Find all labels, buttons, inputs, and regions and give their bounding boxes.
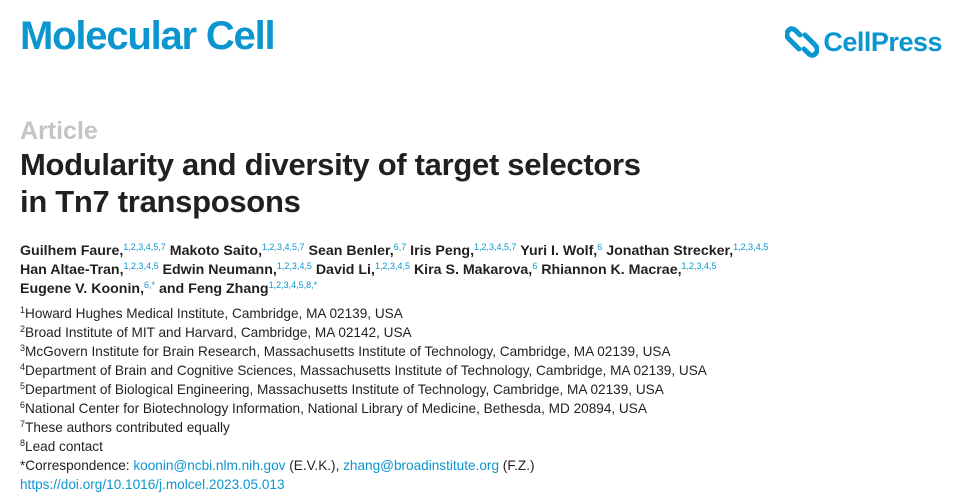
author-affil[interactable]: 1,2,3,4,5,8,*: [268, 280, 318, 290]
article-title: Modularity and diversity of target selec…: [20, 146, 920, 220]
author-name: Makoto Saito,: [169, 243, 263, 259]
author-name: Guilhem Faure,: [20, 243, 124, 259]
author-affil[interactable]: 1,2,3,4,5: [681, 261, 717, 271]
affiliation-item: 7These authors contributed equally: [20, 419, 230, 436]
author-list: Guilhem Faure,1,2,3,4,5,7 Makoto Saito,1…: [20, 242, 950, 299]
author: Iris Peng,1,2,3,4,5,7: [410, 242, 517, 260]
email-link-koonin[interactable]: koonin@ncbi.nlm.nih.gov: [133, 458, 286, 473]
author-name: David Li,: [315, 262, 375, 278]
author-name: Yuri I. Wolf,: [520, 243, 598, 259]
author-name: Jonathan Strecker,: [606, 243, 734, 259]
affiliations: 1Howard Hughes Medical Institute, Cambri…: [20, 304, 950, 494]
author-affil[interactable]: 6,*: [144, 280, 156, 290]
author: and Feng Zhang1,2,3,4,5,8,*: [159, 280, 318, 298]
author: Han Altae-Tran,1,2,3,4,5: [20, 261, 159, 279]
author: Sean Benler,6,7: [308, 242, 407, 260]
affiliation-item: 5Department of Biological Engineering, M…: [20, 381, 664, 398]
affiliation-item: 2Broad Institute of MIT and Harvard, Cam…: [20, 324, 412, 341]
author-affil[interactable]: 6,7: [393, 242, 407, 252]
correspondence-initials: (E.V.K.),: [285, 458, 344, 473]
author-affil[interactable]: 6: [532, 261, 538, 271]
author-name: and Feng Zhang: [159, 281, 269, 297]
author: Yuri I. Wolf,6: [520, 242, 603, 260]
author-affil[interactable]: 1,2,3,4,5,7: [474, 242, 517, 252]
author-affil[interactable]: 1,2,3,4,5: [374, 261, 410, 271]
publisher-logo[interactable]: CellPress: [785, 24, 942, 60]
author-name: Iris Peng,: [410, 243, 475, 259]
article-type: Article: [20, 117, 98, 145]
affiliation-item: 4Department of Brain and Cognitive Scien…: [20, 362, 707, 379]
author-name: Eugene V. Koonin,: [20, 281, 145, 297]
affiliation-item: 1Howard Hughes Medical Institute, Cambri…: [20, 305, 403, 322]
author-name: Edwin Neumann,: [162, 262, 277, 278]
author: Edwin Neumann,1,2,3,4,5: [162, 261, 312, 279]
author: Rhiannon K. Macrae,1,2,3,4,5: [541, 261, 717, 279]
correspondence-label: *Correspondence:: [20, 458, 134, 473]
author-affil[interactable]: 1,2,3,4,5,7: [123, 242, 166, 252]
author-affil[interactable]: 1,2,3,4,5: [123, 261, 159, 271]
email-link-zhang[interactable]: zhang@broadinstitute.org: [343, 458, 500, 473]
author: Jonathan Strecker,1,2,3,4,5: [606, 242, 769, 260]
author-affil[interactable]: 1,2,3,4,5: [733, 242, 769, 252]
affiliation-item: 3McGovern Institute for Brain Research, …: [20, 343, 671, 360]
correspondence-initials: (F.Z.): [499, 458, 535, 473]
journal-title: Molecular Cell: [20, 14, 276, 58]
cellpress-icon: [785, 26, 820, 58]
author-name: Kira S. Makarova,: [413, 262, 533, 278]
author: David Li,1,2,3,4,5: [315, 261, 410, 279]
author-name: Rhiannon K. Macrae,: [541, 262, 682, 278]
doi-link[interactable]: https://doi.org/10.1016/j.molcel.2023.05…: [20, 477, 285, 492]
author-name: Han Altae-Tran,: [20, 262, 124, 278]
author-affil[interactable]: 1,2,3,4,5: [276, 261, 312, 271]
correspondence: *Correspondence: koonin@ncbi.nlm.nih.gov…: [20, 456, 950, 475]
author: Kira S. Makarova,6: [413, 261, 538, 279]
author-name: Sean Benler,: [308, 243, 394, 259]
affiliation-item: 8Lead contact: [20, 438, 103, 455]
author: Guilhem Faure,1,2,3,4,5,7: [20, 242, 166, 260]
title-line: in Tn7 transposons: [20, 184, 301, 219]
author-affil[interactable]: 1,2,3,4,5,7: [262, 242, 305, 252]
title-line: Modularity and diversity of target selec…: [20, 147, 641, 182]
publisher-name: CellPress: [823, 26, 942, 57]
author: Eugene V. Koonin,6,*: [20, 280, 156, 298]
author-affil[interactable]: 6: [597, 242, 603, 252]
author: Makoto Saito,1,2,3,4,5,7: [169, 242, 305, 260]
affiliation-item: 6National Center for Biotechnology Infor…: [20, 400, 647, 417]
